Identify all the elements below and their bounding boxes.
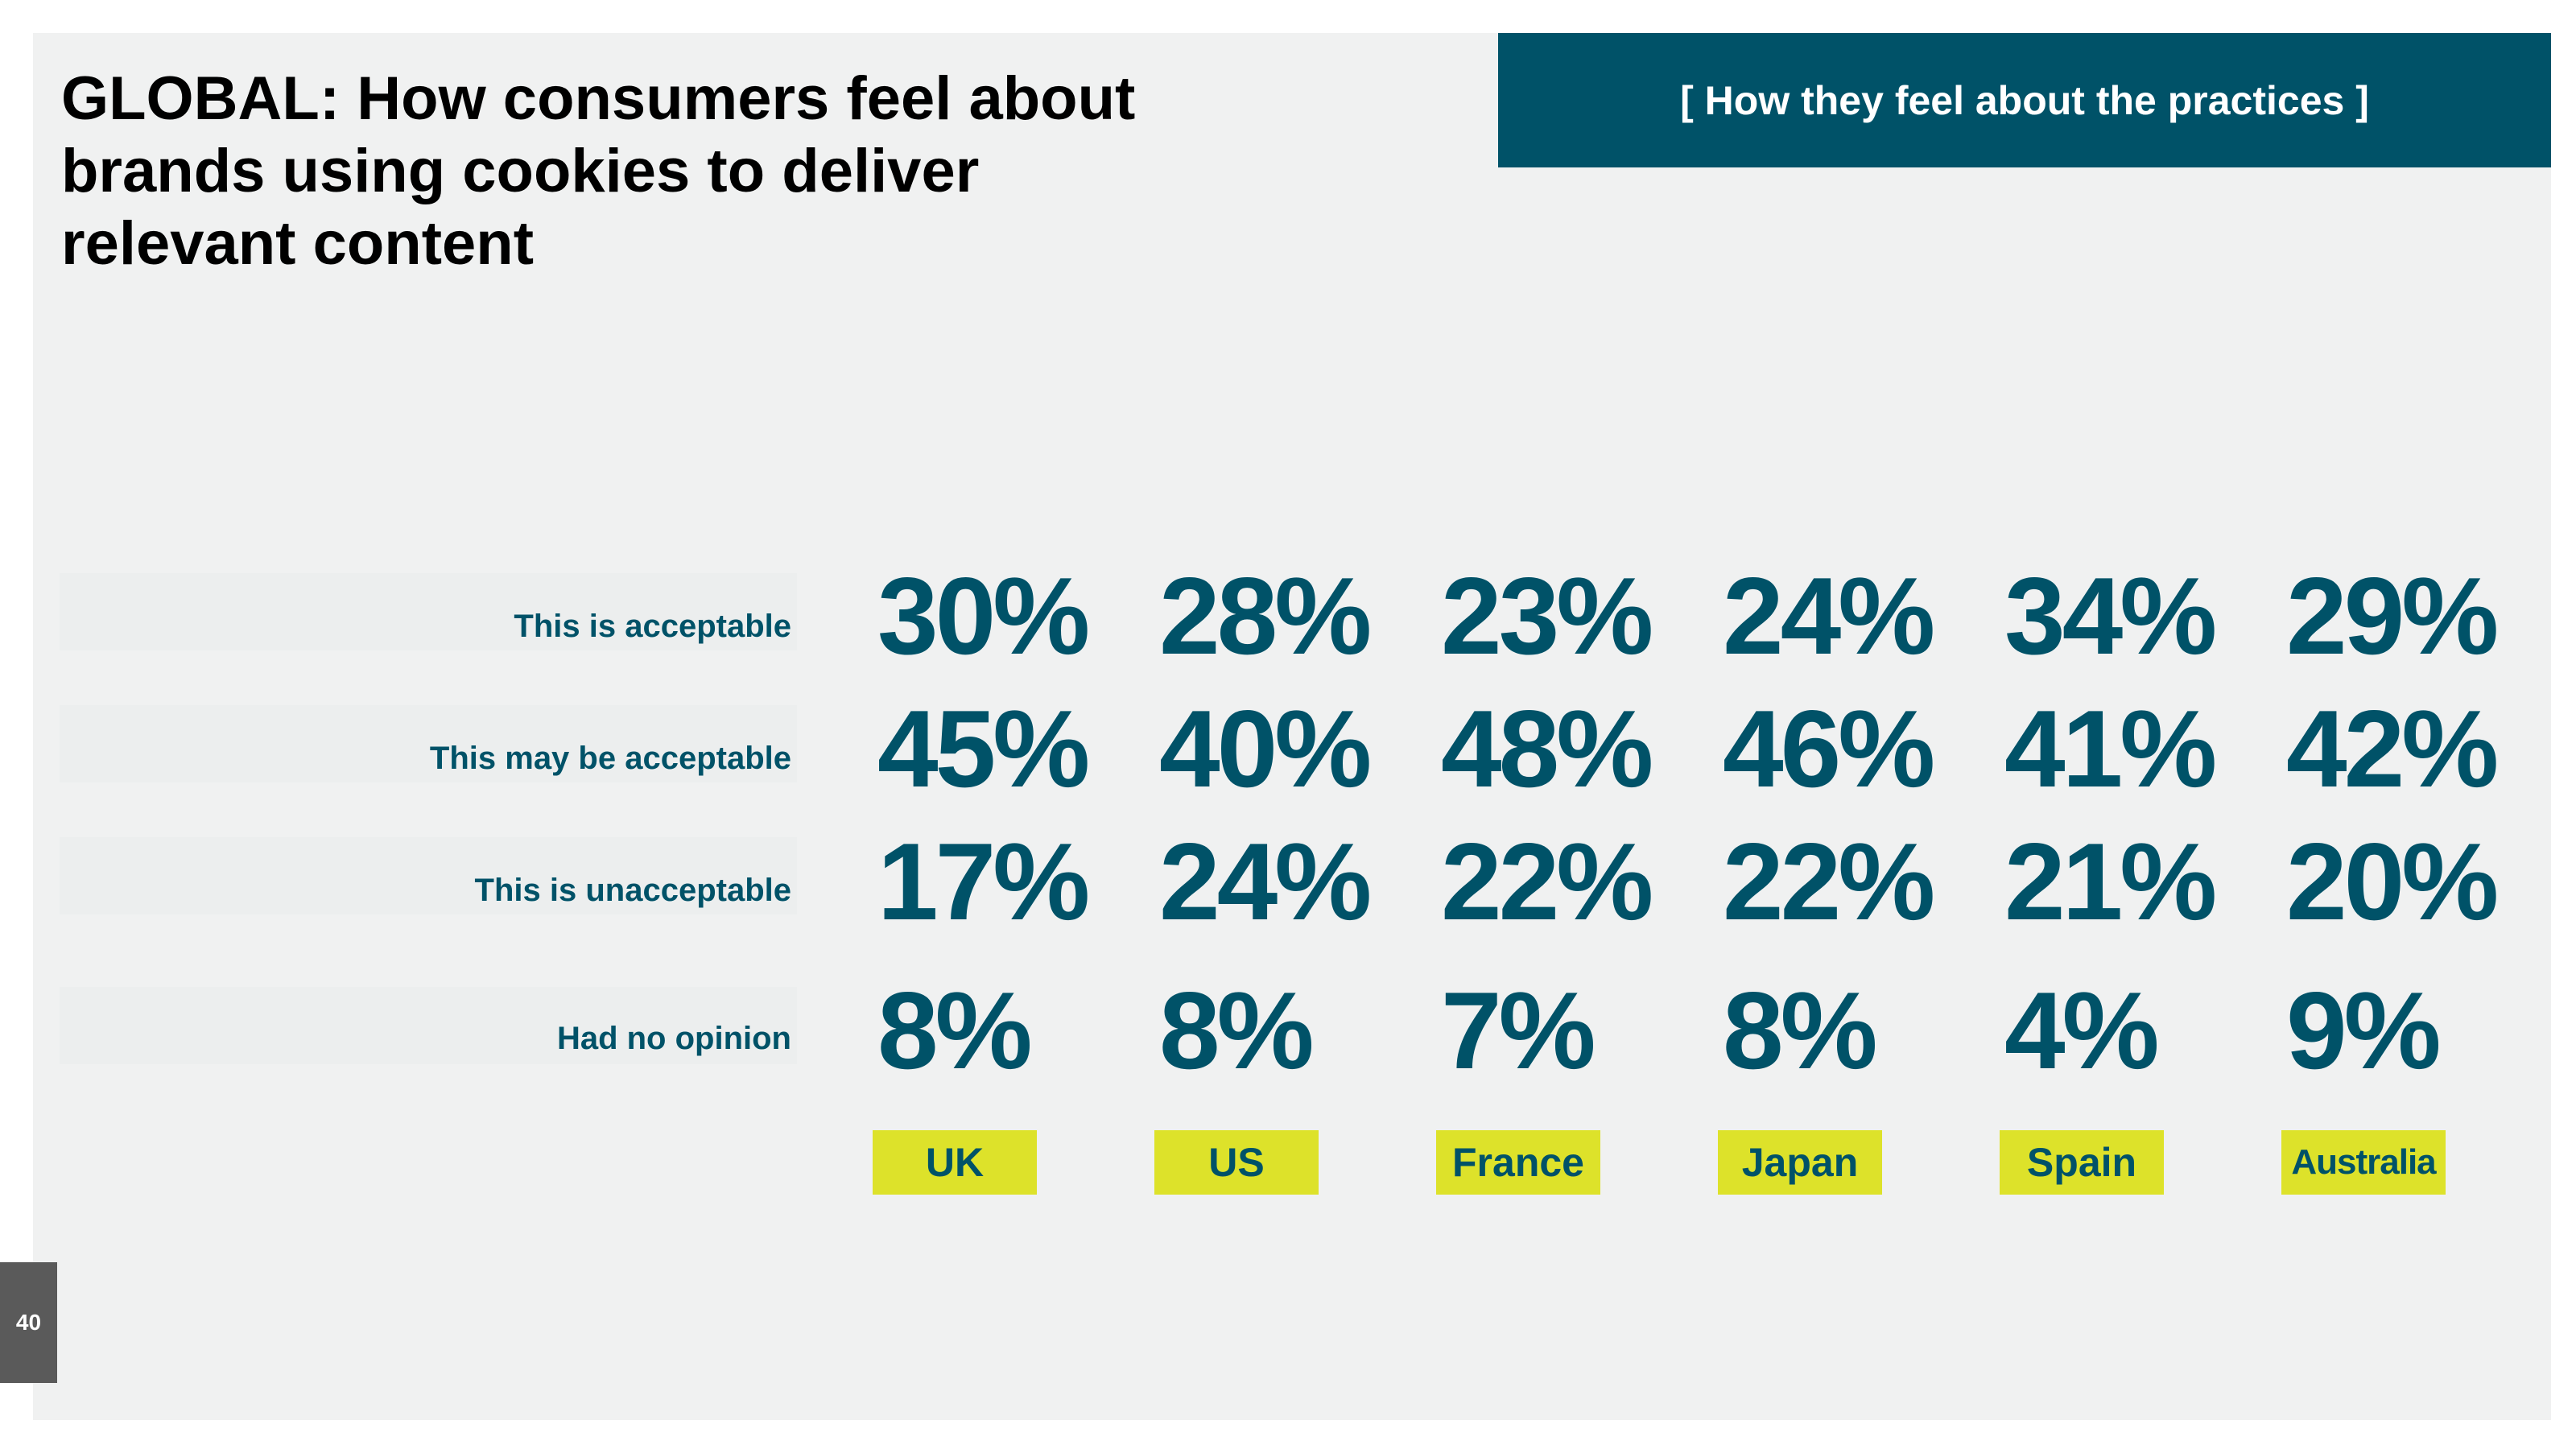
value-cell: 28% — [1159, 555, 1372, 677]
row-label-background — [60, 987, 797, 1064]
value-cell: 22% — [1441, 820, 1653, 943]
value-cell: 8% — [1723, 969, 1878, 1092]
country-label: Spain — [2000, 1130, 2164, 1195]
value-cell: 8% — [877, 969, 1033, 1092]
value-cell: 40% — [1159, 687, 1372, 810]
value-cell: 30% — [877, 555, 1090, 677]
value-cell: 42% — [2286, 687, 2499, 810]
value-cell: 17% — [877, 820, 1090, 943]
value-cell: 9% — [2286, 969, 2442, 1092]
country-label: Australia — [2281, 1130, 2446, 1195]
value-cell: 48% — [1441, 687, 1653, 810]
value-cell: 20% — [2286, 820, 2499, 943]
row-label: Had no opinion — [556, 1021, 791, 1056]
value-cell: 24% — [1723, 555, 1935, 677]
value-cell: 46% — [1723, 687, 1935, 810]
row-label-background — [60, 837, 797, 914]
value-cell: 7% — [1441, 969, 1596, 1092]
slide-title: GLOBAL: How consumers feel about brands … — [61, 64, 1136, 278]
value-cell: 23% — [1441, 555, 1653, 677]
row-label-background — [60, 573, 797, 650]
country-label: Japan — [1718, 1130, 1882, 1195]
value-cell: 45% — [877, 687, 1090, 810]
value-cell: 29% — [2286, 555, 2499, 677]
value-cell: 21% — [2004, 820, 2217, 943]
value-cell: 24% — [1159, 820, 1372, 943]
row-label: This is acceptable — [514, 609, 791, 644]
row-label: This may be acceptable — [429, 741, 791, 776]
section-banner: [ How they feel about the practices ] — [1498, 33, 2551, 167]
value-cell: 41% — [2004, 687, 2217, 810]
value-cell: 34% — [2004, 555, 2217, 677]
row-label-background — [60, 705, 797, 782]
value-cell: 8% — [1159, 969, 1315, 1092]
value-cell: 22% — [1723, 820, 1935, 943]
country-label: US — [1154, 1130, 1319, 1195]
row-label: This is unacceptable — [474, 873, 791, 908]
value-cell: 4% — [2004, 969, 2160, 1092]
country-label: France — [1436, 1130, 1600, 1195]
country-label: UK — [873, 1130, 1037, 1195]
page-number: 40 — [0, 1262, 57, 1383]
